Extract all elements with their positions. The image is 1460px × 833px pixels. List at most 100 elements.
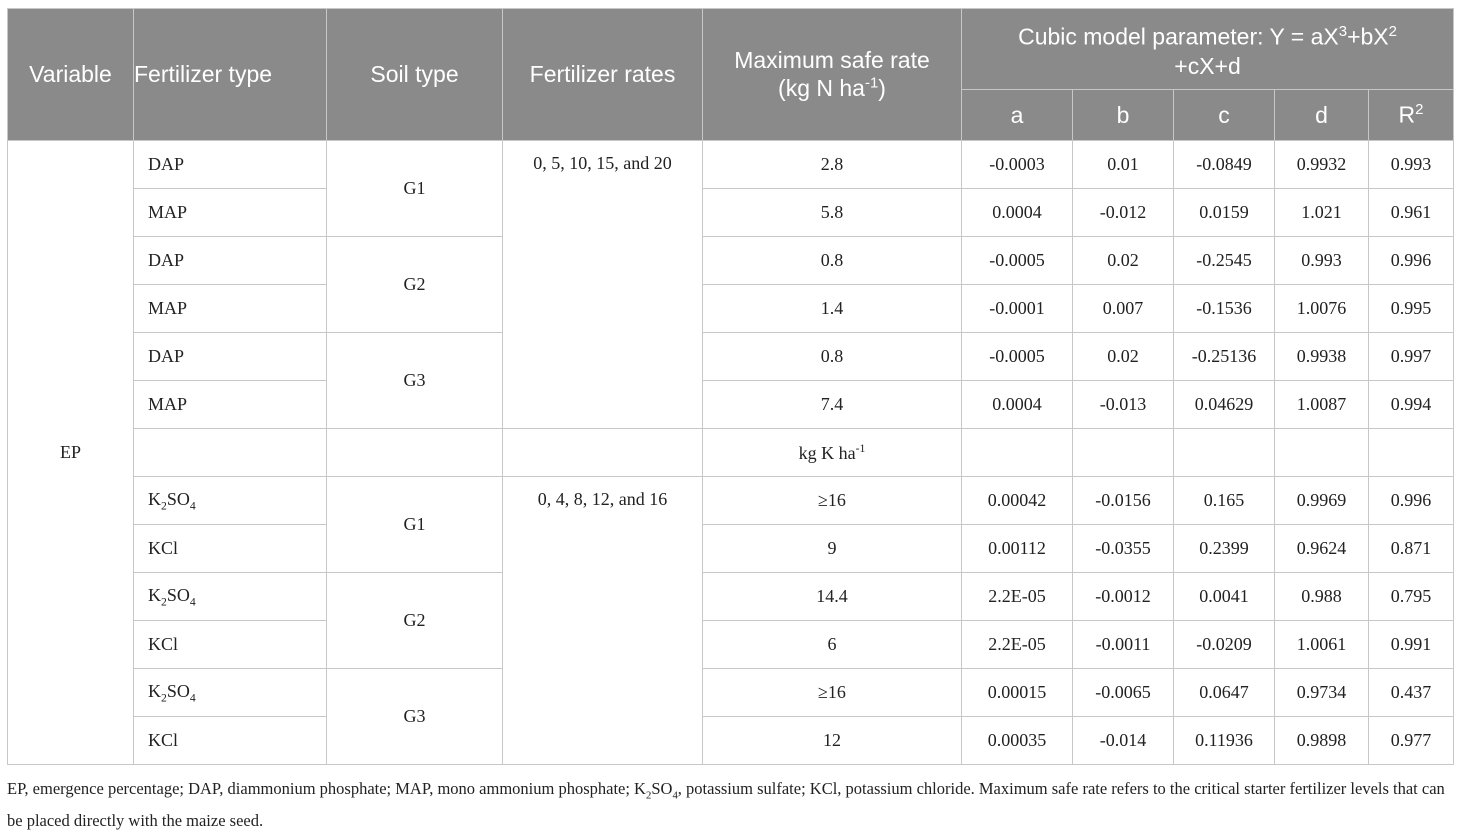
k-unit-sup: -1: [855, 441, 866, 455]
cubic-part2: +bX: [1347, 23, 1389, 50]
a-cell: -0.0001: [961, 284, 1073, 333]
table-header: Variable Fertilizer type Soil type Ferti…: [7, 8, 1455, 141]
fertilizer-type-cell: MAP: [133, 284, 327, 333]
formula-part: K: [148, 680, 161, 701]
formula-part: SO: [166, 680, 190, 701]
fertilizer-type-cell: MAP: [133, 188, 327, 237]
table-row: KCl 12 0.00035 -0.014 0.11936 0.9898 0.9…: [8, 716, 1455, 765]
header-r2: R2: [1367, 89, 1455, 141]
soil-cell: G2: [326, 236, 503, 333]
b-cell: -0.012: [1072, 188, 1174, 237]
header-c: c: [1173, 89, 1275, 141]
formula-part: SO: [166, 584, 190, 605]
header-variable: Variable: [7, 8, 134, 141]
d-cell: 0.9898: [1274, 716, 1369, 765]
fertilizer-type-cell: KCl: [133, 716, 327, 765]
c-cell: -0.25136: [1173, 332, 1275, 381]
header-fertilizer-rates: Fertilizer rates: [502, 8, 703, 141]
table-row: EP DAP G1 0, 5, 10, 15, and 20 2.8 -0.00…: [7, 140, 1455, 765]
header-fertilizer-type: Fertilizer type: [133, 8, 327, 141]
max-cell: ≥16: [702, 476, 962, 525]
c-cell: 0.0159: [1173, 188, 1275, 237]
fertilizer-type-cell: DAP: [133, 140, 327, 189]
formula-sub: 2: [161, 595, 167, 609]
d-cell: 0.993: [1274, 236, 1369, 285]
b-cell: 0.02: [1072, 332, 1174, 381]
header-cubic-model: Cubic model parameter: Y = aX3+bX2 +cX+d: [960, 8, 1455, 90]
empty-cell: [326, 428, 503, 477]
header-soil-type: Soil type: [326, 8, 503, 141]
empty-cell: [1072, 428, 1174, 477]
unit-row: kg K ha-1: [8, 428, 1455, 477]
table-row: KCl 6 2.2E-05 -0.0011 -0.0209 1.0061 0.9…: [8, 620, 1455, 669]
footnote-part: SO: [651, 779, 673, 798]
cubic-part3: +cX+d: [1174, 53, 1241, 80]
footnote-part: EP, emergence percentage; DAP, diammoniu…: [7, 779, 646, 798]
max-cell: ≥16: [702, 668, 962, 717]
table-row: DAP G3 0.8 -0.0005 0.02 -0.25136 0.9938 …: [8, 332, 1455, 429]
b-cell: -0.0011: [1072, 620, 1174, 669]
b-cell: 0.01: [1072, 140, 1174, 189]
header-b: b: [1072, 89, 1174, 141]
c-cell: -0.2545: [1173, 236, 1275, 285]
b-cell: -0.0156: [1072, 476, 1174, 525]
a-cell: -0.0005: [961, 332, 1073, 381]
formula-sub: 4: [189, 499, 196, 513]
empty-cell: [502, 428, 703, 477]
r2-sup: 2: [1415, 101, 1424, 119]
c-cell: -0.1536: [1173, 284, 1275, 333]
k-unit-cell: kg K ha-1: [702, 428, 962, 477]
soil-cell: G3: [326, 332, 503, 429]
soil-cell: G3: [326, 668, 503, 765]
c-cell: 0.2399: [1173, 524, 1275, 573]
r2-cell: 0.993: [1367, 140, 1455, 189]
c-cell: -0.0209: [1173, 620, 1275, 669]
table-row: DAP G2 0.8 -0.0005 0.02 -0.2545 0.993 0.…: [8, 236, 1455, 333]
b-cell: 0.02: [1072, 236, 1174, 285]
a-cell: 0.00035: [961, 716, 1073, 765]
r2-cell: 0.961: [1367, 188, 1455, 237]
empty-cell: [1173, 428, 1275, 477]
r2-cell: 0.871: [1367, 524, 1455, 573]
fertilizer-type-cell: MAP: [133, 380, 327, 429]
soil-cell: G2: [326, 572, 503, 669]
fertilizer-type-cell: DAP: [133, 332, 327, 381]
r2-base: R: [1398, 101, 1416, 128]
d-cell: 1.0061: [1274, 620, 1369, 669]
d-cell: 1.0076: [1274, 284, 1369, 333]
unit-suffix: ): [878, 74, 886, 101]
d-cell: 0.9734: [1274, 668, 1369, 717]
table-row: K2SO4 G1 0, 4, 8, 12, and 16 ≥16 0.00042…: [8, 476, 1455, 765]
a-cell: 2.2E-05: [961, 572, 1073, 621]
b-cell: -0.0012: [1072, 572, 1174, 621]
header-d: d: [1274, 89, 1369, 141]
rates-cell: 0, 5, 10, 15, and 20: [502, 140, 703, 429]
r2-cell: 0.437: [1367, 668, 1455, 717]
table-body: EP DAP G1 0, 5, 10, 15, and 20 2.8 -0.00…: [7, 140, 1455, 765]
table-row: K2SO4 G2 14.4 2.2E-05 -0.0012 0.0041 0.9…: [8, 572, 1455, 669]
unit-sup: -1: [864, 74, 879, 92]
d-cell: 0.9938: [1274, 332, 1369, 381]
formula-sub: 2: [161, 691, 167, 705]
c-cell: 0.04629: [1173, 380, 1275, 429]
max-cell: 2.8: [702, 140, 962, 189]
footnote-sub: 2: [645, 789, 652, 802]
r2-cell: 0.991: [1367, 620, 1455, 669]
data-table: Variable Fertilizer type Soil type Ferti…: [7, 8, 1455, 765]
empty-cell: [1367, 428, 1455, 477]
a-cell: -0.0005: [961, 236, 1073, 285]
k-unit-prefix: kg K ha: [798, 442, 856, 463]
c-cell: 0.0041: [1173, 572, 1275, 621]
fertilizer-type-cell: K2SO4: [133, 476, 327, 525]
d-cell: 0.9624: [1274, 524, 1369, 573]
a-cell: 2.2E-05: [961, 620, 1073, 669]
c-cell: -0.0849: [1173, 140, 1275, 189]
a-cell: -0.0003: [961, 140, 1073, 189]
fertilizer-type-cell: KCl: [133, 524, 327, 573]
max-cell: 9: [702, 524, 962, 573]
fertilizer-type-cell: KCl: [133, 620, 327, 669]
max-cell: 0.8: [702, 236, 962, 285]
a-cell: 0.00042: [961, 476, 1073, 525]
d-cell: 0.988: [1274, 572, 1369, 621]
max-safe-rate-unit: (kg N ha-1): [778, 74, 886, 101]
